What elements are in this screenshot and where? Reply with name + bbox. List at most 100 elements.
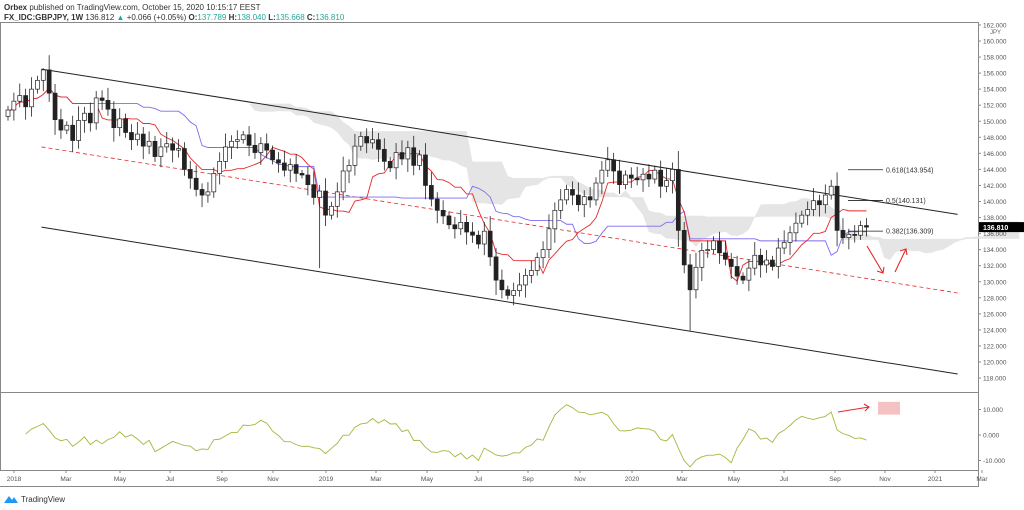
candle-body: [170, 143, 175, 151]
candle-body: [305, 174, 311, 185]
ichimoku-cloud: [160, 87, 1020, 261]
candle-body: [658, 169, 664, 187]
candle-body: [664, 180, 669, 187]
candle-body: [434, 198, 440, 211]
candle-body: [840, 230, 846, 238]
candle-body: [423, 154, 428, 186]
symbol-name[interactable]: FX_IDC:GBPJPY, 1W: [4, 13, 84, 22]
candle-body: [670, 169, 675, 181]
price-tick-label: 136.000: [983, 231, 1007, 238]
candle-body: [376, 139, 381, 150]
candle-body: [311, 184, 317, 198]
candle-body: [429, 185, 434, 200]
time-tick-label: Jul: [780, 476, 789, 483]
candle-body: [576, 194, 581, 206]
price-tick-label: 158.000: [983, 55, 1007, 62]
time-tick-label: May: [728, 476, 741, 483]
candle-body: [481, 230, 487, 245]
price-chart[interactable]: 0.618(143.954) 0.5(140.131) 0.382(136.309)…: [0, 0, 1024, 490]
candle-body: [505, 289, 511, 296]
candle-body: [793, 222, 799, 234]
candle-body: [858, 225, 863, 236]
candle-body: [411, 147, 417, 166]
close-label: C:: [306, 13, 316, 22]
channel-line-0: [41, 68, 958, 215]
candle-body: [129, 132, 134, 141]
last-price-label: 136.810: [983, 225, 1008, 232]
candle-body: [334, 191, 340, 207]
time-tick-label: Jul: [474, 476, 483, 483]
candle-body: [23, 95, 28, 108]
candle-body: [405, 147, 411, 160]
candle-body: [193, 177, 199, 190]
candle-body: [246, 134, 252, 146]
tradingview-logo[interactable]: TradingView: [4, 494, 65, 504]
candle-body: [864, 225, 869, 228]
candle-body: [440, 209, 446, 217]
candle-body: [352, 145, 358, 166]
candle-body: [640, 173, 646, 181]
candle-body: [652, 169, 658, 180]
price-tick-label: 120.000: [983, 360, 1007, 367]
candle-body: [40, 69, 46, 81]
time-tick-label: May: [114, 476, 127, 483]
time-tick-label: Mar: [370, 476, 382, 483]
candle-body: [805, 209, 811, 216]
candle-body: [764, 259, 769, 266]
candle-body: [46, 69, 52, 94]
fib-level-label: 0.5(140.131): [886, 198, 926, 205]
candle-body: [146, 140, 152, 147]
candle-body: [546, 228, 552, 251]
candle-body: [599, 169, 605, 184]
tenkan-line: [7, 87, 867, 283]
candle-body: [229, 140, 234, 148]
candle-body: [135, 133, 140, 141]
time-tick-label: Mar: [976, 476, 988, 483]
candle-body: [82, 112, 87, 121]
candle-body: [717, 240, 722, 254]
time-tick-label: May: [421, 476, 434, 483]
candle-body: [552, 209, 558, 230]
candle-body: [76, 120, 81, 141]
candle-body: [476, 234, 481, 245]
candle-body: [364, 136, 370, 144]
time-tick-label: Mar: [60, 476, 72, 483]
channel-midline: [41, 146, 958, 294]
osc-tick-label: -10.000: [983, 458, 1005, 465]
fib-level-label: 0.618(143.954): [886, 167, 933, 174]
candle-body: [11, 100, 17, 111]
time-tick-label: Mar: [676, 476, 688, 483]
candle-body: [634, 177, 640, 181]
candle-body: [317, 190, 322, 198]
candle-body: [58, 119, 64, 131]
candle-body: [523, 274, 528, 286]
candle-body: [605, 159, 611, 171]
candle-body: [299, 173, 305, 176]
candle-body: [587, 196, 593, 201]
published-text: published on TradingView.com, October 15…: [29, 3, 261, 12]
price-tick-label: 160.000: [983, 39, 1007, 46]
candle-body: [111, 108, 117, 129]
candle-body: [164, 143, 170, 148]
candles: [5, 55, 869, 331]
candle-body: [393, 152, 399, 169]
time-tick-label: Nov: [879, 476, 891, 483]
arrow-down-icon: [866, 245, 885, 274]
time-tick-label: 2020: [625, 476, 640, 483]
time-tick-label: 2018: [7, 476, 22, 483]
candle-body: [787, 232, 793, 243]
candle-body: [276, 159, 281, 164]
arrow-right-icon: [837, 403, 870, 413]
candle-body: [458, 222, 464, 230]
price-tick-label: 150.000: [983, 119, 1007, 126]
time-tick-label: Nov: [574, 476, 586, 483]
publisher-name: Orbex: [4, 3, 28, 12]
symbol-legend: FX_IDC:GBPJPY, 1W 136.812 ▲ +0.066 (+0.0…: [4, 13, 344, 22]
candle-body: [381, 148, 387, 162]
candle-body: [323, 190, 328, 216]
candle-body: [593, 182, 599, 201]
candle-body: [558, 199, 564, 211]
last-price: 136.812: [85, 13, 115, 22]
time-tick-label: Sep: [522, 476, 534, 483]
candle-body: [752, 254, 758, 269]
